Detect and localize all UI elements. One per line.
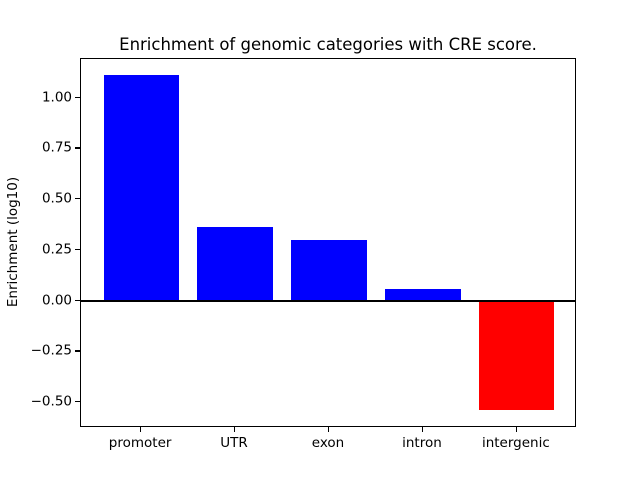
bar-intron (385, 289, 461, 301)
plot-area (80, 58, 576, 427)
x-tick-mark (140, 427, 142, 432)
x-tick-label-promoter: promoter (108, 435, 172, 451)
y-tick-label: 0.50 (41, 190, 72, 207)
y-tick-mark (75, 350, 80, 352)
y-tick-mark (75, 299, 80, 301)
bar-intergenic (479, 300, 555, 411)
y-tick-label: 0.75 (41, 139, 72, 156)
x-tick-mark (234, 427, 236, 432)
y-tick-mark (75, 198, 80, 200)
x-tick-mark (421, 427, 424, 432)
bar-promoter (103, 75, 179, 301)
x-tick-label-UTR: UTR (220, 435, 248, 451)
y-tick-mark (75, 248, 80, 251)
x-tick-label-intergenic: intergenic (481, 435, 550, 451)
y-tick-mark (75, 147, 80, 149)
x-tick-label-intron: intron (402, 435, 442, 451)
bar-exon (291, 239, 367, 301)
bars-layer (81, 59, 575, 426)
chart-title: Enrichment of genomic categories with CR… (119, 35, 537, 54)
y-tick-label: −0.25 (30, 342, 72, 359)
y-tick-label: 1.00 (41, 88, 72, 105)
y-tick-mark (75, 96, 80, 98)
y-tick-label: −0.50 (30, 393, 72, 410)
y-tick-label: 0.25 (41, 241, 72, 258)
bar-UTR (197, 227, 273, 301)
y-tick-label: 0.00 (41, 291, 72, 308)
x-tick-mark (515, 427, 518, 432)
x-tick-mark (328, 427, 330, 432)
y-tick-mark (75, 401, 80, 403)
zero-line (81, 299, 575, 302)
x-tick-label-exon: exon (311, 435, 345, 451)
